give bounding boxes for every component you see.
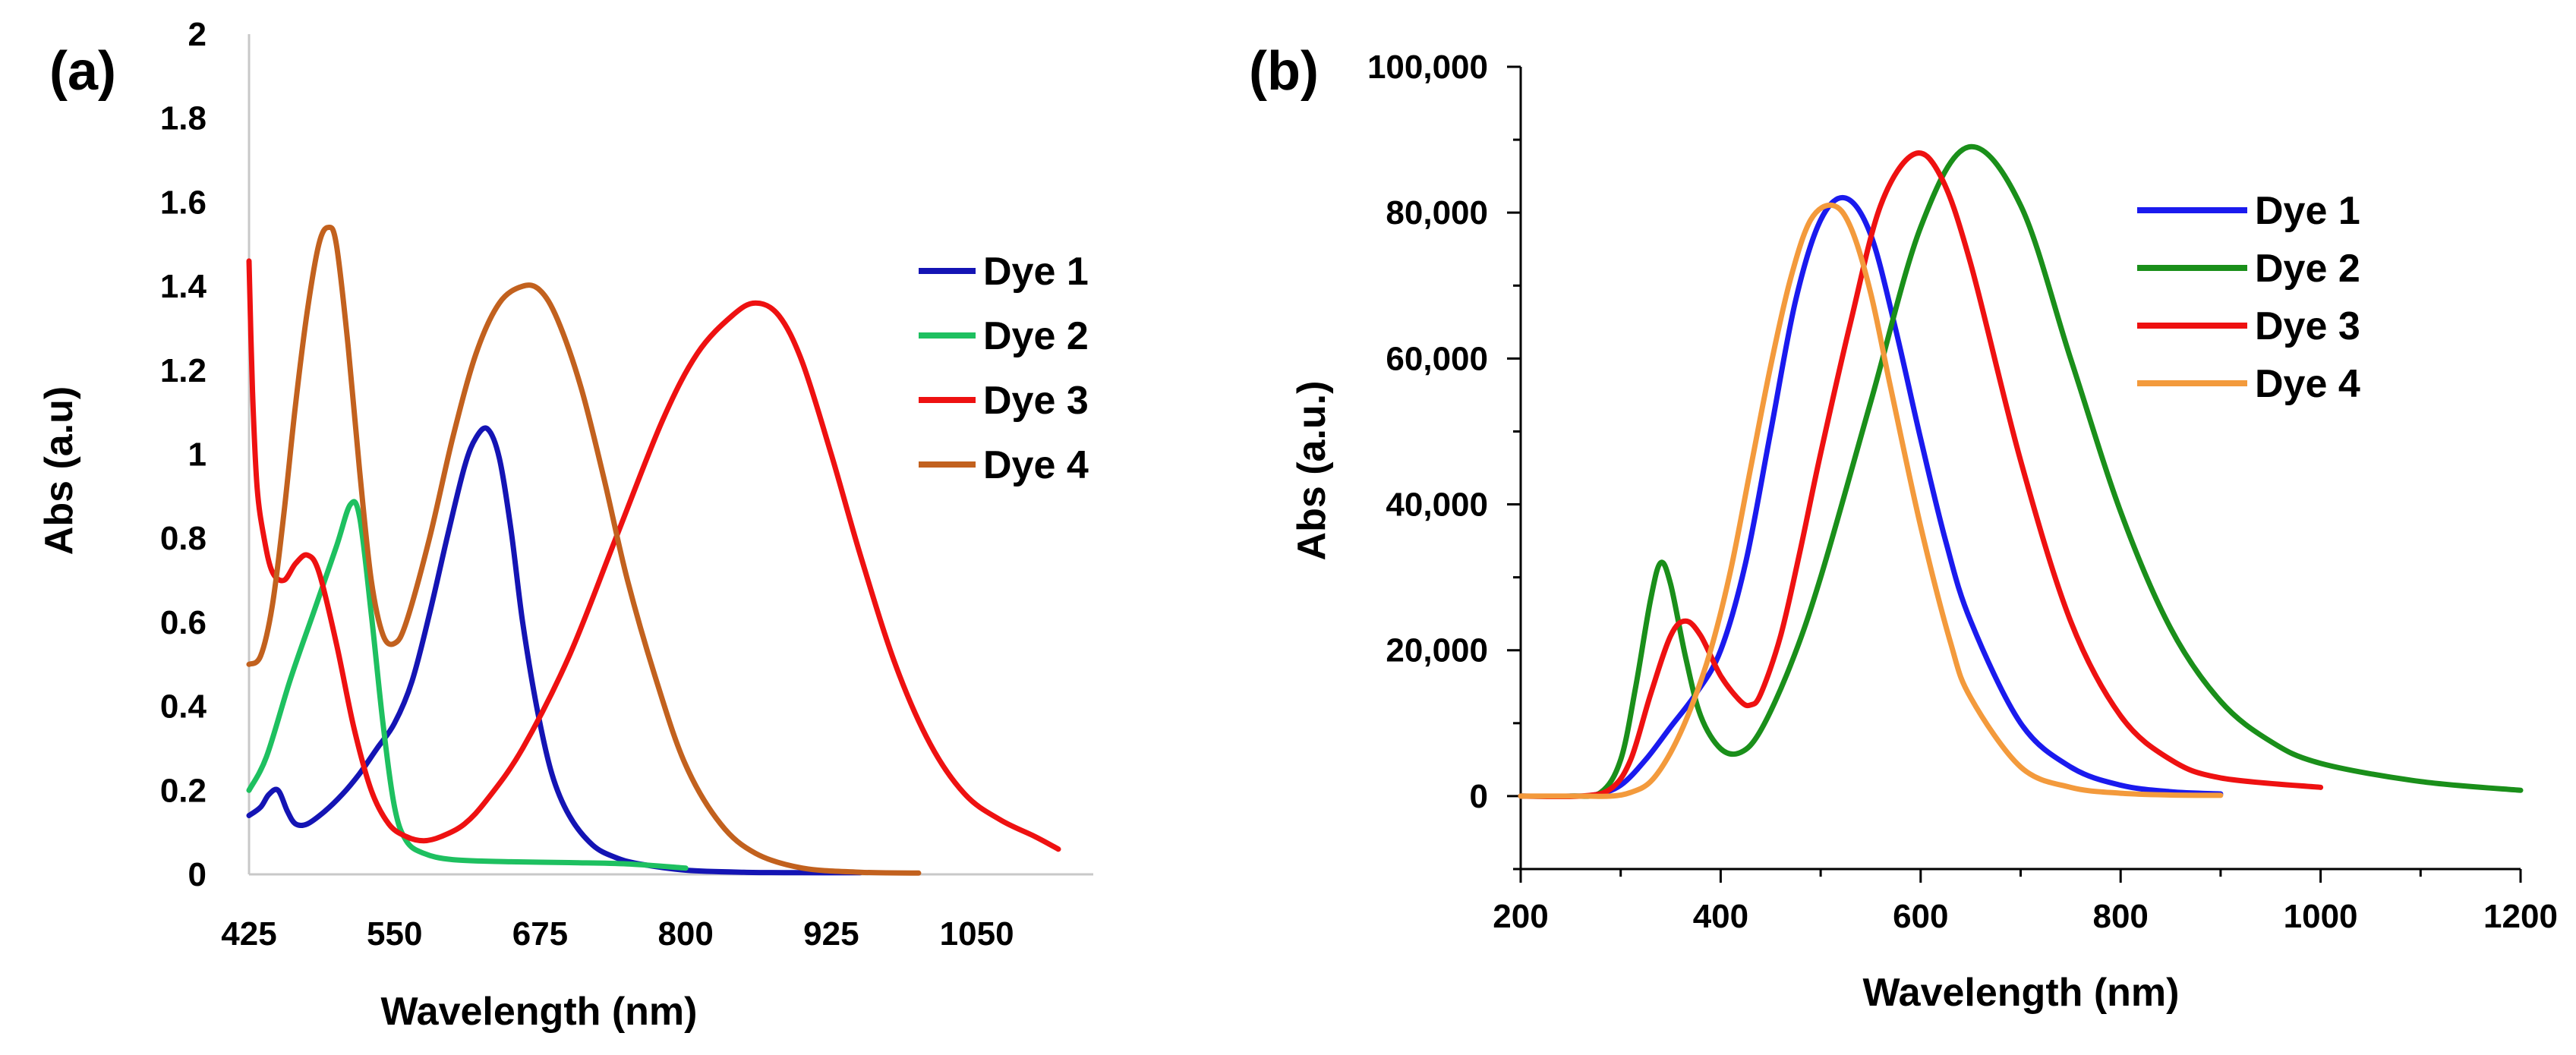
y-tick-label-a: 1 (188, 436, 207, 474)
y-tick-label-b: 60,000 (1386, 340, 1488, 377)
legend-b: Dye 1 Dye 2 Dye 3 Dye 4 (2137, 189, 2360, 406)
panel-label-b: (b) (1249, 41, 1319, 102)
legend-label-b-4: Dye 4 (2255, 362, 2360, 406)
legend-label-a-3: Dye 3 (983, 379, 1089, 423)
x-tick-label-a: 800 (657, 915, 713, 953)
y-tick-label-a: 0.4 (160, 688, 207, 726)
y-tick-label-a: 0.6 (160, 604, 207, 641)
panel-label-a: (a) (49, 41, 116, 102)
x-axis-label-b: Wavelength (nm) (1863, 971, 2180, 1015)
y-axis-label-a: Abs (a.u) (37, 386, 81, 555)
y-tick-label-a: 1.2 (160, 352, 207, 389)
x-tick-label-b: 1200 (2483, 898, 2558, 935)
legend-a: Dye 1 Dye 2 Dye 3 Dye 4 (919, 250, 1089, 487)
y-tick-label-a: 0.8 (160, 520, 207, 557)
legend-label-a-4: Dye 4 (983, 443, 1089, 487)
x-tick-label-a: 1050 (940, 915, 1014, 953)
series-line-a-2 (246, 499, 689, 871)
chart-panel-b: (b) 200 400 600 800 1000 1200 0 20,000 40,000 60,… (1249, 41, 2558, 1015)
x-tick-label-a: 925 (803, 915, 859, 953)
y-tick-label-a: 1.8 (160, 100, 207, 137)
y-tick-label-b: 0 (1470, 778, 1488, 815)
series-line-b-4 (1518, 202, 2224, 799)
y-tick-label-b: 20,000 (1386, 632, 1488, 669)
x-axis-label-a: Wavelength (nm) (381, 990, 698, 1034)
legend-label-b-3: Dye 3 (2255, 304, 2360, 348)
x-tick-label-a: 675 (512, 915, 568, 953)
x-tick-label-b: 400 (1693, 898, 1748, 935)
x-tick-label-a: 425 (221, 915, 276, 953)
y-tick-label-a: 2 (188, 16, 207, 53)
y-tick-label-a: 1.6 (160, 184, 207, 221)
series-line-a-3 (246, 258, 1061, 852)
series-line-a-1 (246, 425, 863, 876)
y-axis-label-b: Abs (a.u.) (1290, 381, 1334, 561)
series-line-b-3 (1518, 150, 2324, 800)
series-line-b-2 (1518, 143, 2524, 799)
y-tick-label-a: 0 (188, 856, 207, 893)
legend-label-b-2: Dye 2 (2255, 247, 2360, 291)
x-tick-label-a: 550 (367, 915, 422, 953)
y-tick-label-b: 80,000 (1386, 194, 1488, 231)
x-tick-label-b: 1000 (2284, 898, 2358, 935)
y-tick-label-b: 100,000 (1367, 49, 1488, 86)
y-tick-label-a: 0.2 (160, 772, 207, 809)
series-line-b-1 (1518, 194, 2224, 799)
series-line-a-4 (246, 224, 922, 876)
x-tick-label-b: 200 (1493, 898, 1548, 935)
legend-label-a-1: Dye 1 (983, 250, 1089, 294)
chart-panel-a: (a) 425 550 675 800 925 1050 0 0.2 0.4 0.6 0.8 1 1.2… (37, 16, 1093, 1034)
y-tick-label-b: 40,000 (1386, 487, 1488, 524)
y-tick-label-a: 1.4 (160, 268, 207, 305)
x-tick-label-b: 600 (1893, 898, 1948, 935)
x-tick-label-b: 800 (2092, 898, 2148, 935)
legend-label-b-1: Dye 1 (2255, 189, 2360, 233)
legend-label-a-2: Dye 2 (983, 314, 1089, 358)
